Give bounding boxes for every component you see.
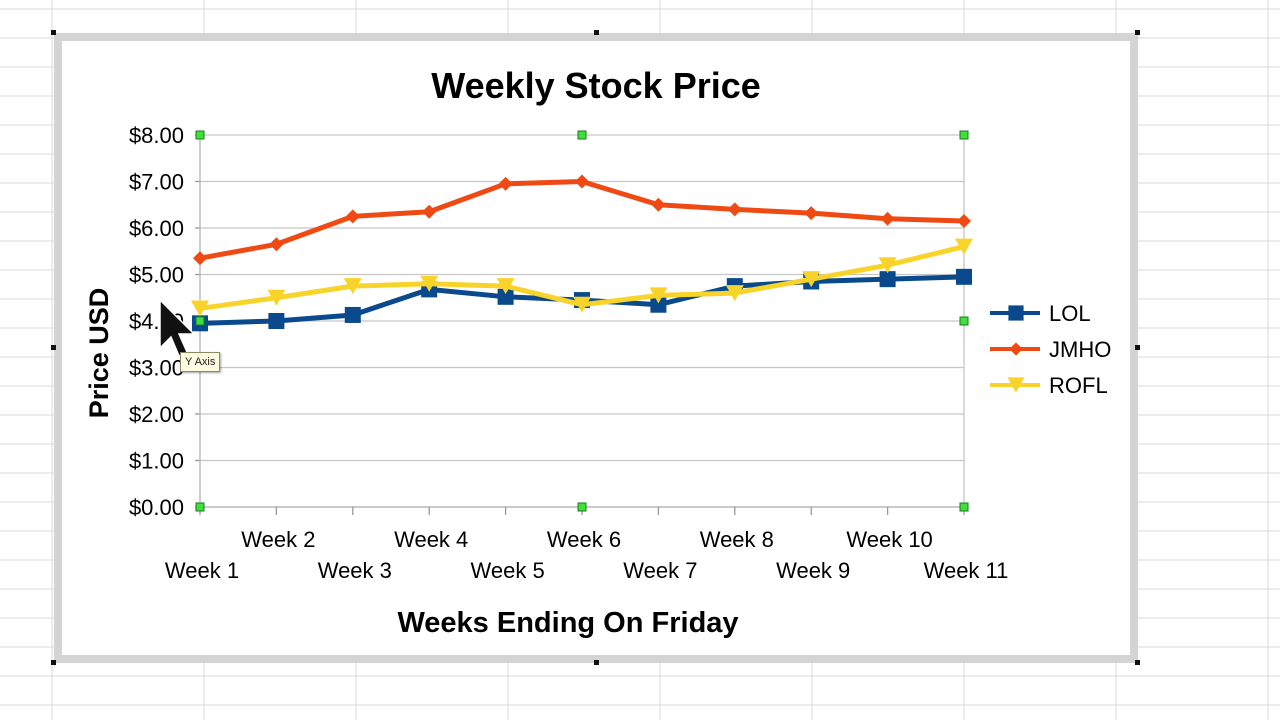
data-point-triangle[interactable] [343,278,362,295]
frame-handle-bottom-middle[interactable] [594,660,599,665]
data-point-triangle[interactable] [267,289,286,306]
y-tick-label: $8.00 [129,123,184,148]
data-point-square[interactable] [344,306,361,323]
x-axis-title[interactable]: Weeks Ending On Friday [397,607,738,639]
x-tick-label: Week 5 [471,558,545,583]
x-tick-label: Week 8 [700,527,774,552]
data-point-triangle[interactable] [955,238,973,255]
selection-handle[interactable] [959,130,969,140]
data-point-triangle[interactable] [573,296,591,313]
data-point-diamond[interactable] [575,174,589,189]
y-tick-label: $0.00 [129,495,184,520]
series-rofl[interactable] [191,238,973,317]
frame-handle-top-middle[interactable] [594,30,599,35]
y-tick-label: $2.00 [129,402,184,427]
data-point-square[interactable] [1008,305,1024,321]
legend-entry-lol[interactable]: LOL [990,301,1091,326]
data-point-diamond[interactable] [651,197,666,212]
frame-handle-bottom-right[interactable] [1135,660,1140,665]
y-axis-title[interactable]: Price USD [84,288,114,419]
data-point-diamond[interactable] [804,206,819,221]
x-tick-label: Week 3 [318,558,392,583]
data-point-diamond[interactable] [422,204,437,219]
x-tick-label: Week 9 [776,558,850,583]
data-point-triangle[interactable] [1007,377,1025,393]
y-tick-label: $7.00 [129,170,184,195]
data-point-triangle[interactable] [802,271,821,288]
x-tick-label: Week 7 [623,558,697,583]
data-point-square[interactable] [956,268,972,285]
y-tick-label: $3.00 [129,356,184,381]
data-point-square[interactable] [650,296,667,313]
legend[interactable]: LOL JMHO ROFL [990,301,1111,398]
data-point-diamond[interactable] [345,209,360,224]
y-tick-label: $1.00 [129,449,184,474]
legend-entry-jmho[interactable]: JMHO [990,337,1111,362]
data-point-diamond[interactable] [880,211,895,226]
data-point-triangle[interactable] [725,285,744,302]
series-jmho[interactable] [193,174,971,266]
selection-handle[interactable] [195,316,205,326]
data-point-triangle[interactable] [649,287,668,304]
data-point-diamond[interactable] [193,251,207,266]
y-tick-label: $5.00 [129,263,184,288]
series-layer [191,174,973,332]
selection-handle[interactable] [959,502,969,512]
data-point-diamond[interactable] [269,237,284,252]
data-point-diamond[interactable] [957,214,971,229]
selection-handle[interactable] [577,130,587,140]
plot-selection-handles[interactable] [195,130,969,512]
data-point-diamond[interactable] [1009,342,1023,356]
chart-title[interactable]: Weekly Stock Price [431,65,761,106]
axes: $0.00$1.00$2.00$3.00$4.00$5.00$6.00$7.00… [129,123,1008,583]
data-point-diamond[interactable] [498,176,513,191]
x-tick-label: Week 2 [241,527,315,552]
y-tick-label: $6.00 [129,216,184,241]
selection-handle[interactable] [959,316,969,326]
data-point-diamond[interactable] [727,202,742,217]
selection-handle[interactable] [195,502,205,512]
tooltip: Y Axis [180,352,221,372]
selection-handle[interactable] [577,502,587,512]
legend-label: JMHO [1049,337,1111,362]
x-tick-label: Week 6 [547,527,621,552]
data-point-triangle[interactable] [191,300,209,317]
legend-label: LOL [1049,301,1091,326]
frame-handle-middle-left[interactable] [51,345,56,350]
series-line[interactable] [197,179,967,261]
selection-handle[interactable] [195,130,205,140]
gridlines [200,134,965,508]
data-point-triangle[interactable] [496,278,515,295]
chart-area[interactable] [62,41,1130,655]
data-point-triangle[interactable] [420,275,439,292]
data-point-square[interactable] [879,271,896,288]
data-point-square[interactable] [497,288,514,305]
frame-handle-top-left[interactable] [51,30,56,35]
x-tick-label: Week 1 [165,558,239,583]
frame-handle-bottom-left[interactable] [51,660,56,665]
frame-handle-top-right[interactable] [1135,30,1140,35]
legend-label: ROFL [1049,373,1108,398]
frame-handle-middle-right[interactable] [1135,345,1140,350]
x-tick-label: Week 4 [394,527,468,552]
legend-entry-rofl[interactable]: ROFL [990,373,1108,398]
data-point-triangle[interactable] [878,257,897,274]
x-tick-label: Week 11 [924,558,1009,583]
data-point-square[interactable] [268,313,285,329]
x-tick-label: Week 10 [846,527,932,552]
